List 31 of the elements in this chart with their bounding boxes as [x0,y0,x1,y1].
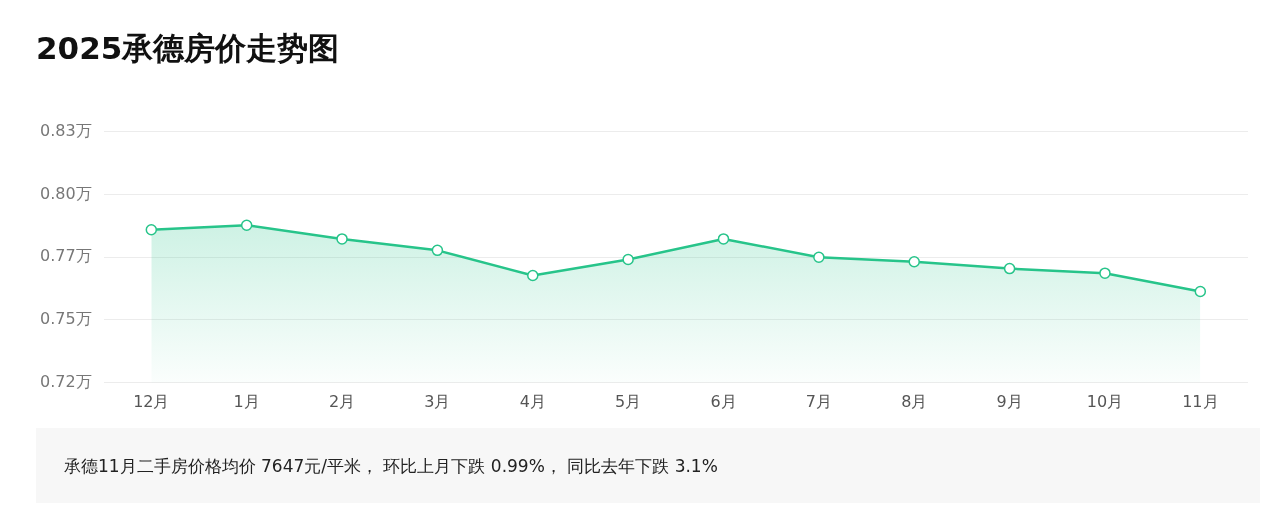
y-tick-label: 0.80万 [40,183,92,203]
x-tick-label: 8月 [901,391,928,411]
y-tick-label: 0.75万 [40,309,92,329]
point [336,233,348,245]
point [908,256,920,268]
chart-title: 2025承德房价走势图 [36,29,340,68]
x-tick-label: 9月 [996,391,1023,411]
text: 承德11月二手房价格均价 7647元/平米， 环比上月下跌 0.99%， 同比去年下跌 3.1% [36,428,1260,503]
y-tick-label: 0.83万 [40,120,92,140]
x-tick-label: 2月 [328,391,356,411]
point [622,253,634,266]
x-tick-label: 3月 [424,391,451,411]
x-tick-label: 5月 [615,391,642,411]
y-tick-label: 0.77万 [40,246,92,266]
point [1194,285,1207,298]
point [1099,267,1111,279]
x-tick-label: 1月 [233,391,260,411]
x-tick-label: 10月 [1086,391,1124,411]
x-tick-label: 6月 [710,391,737,411]
y-tick-label: 0.72万 [40,371,92,391]
point [240,219,253,231]
point [527,269,539,282]
x-tick-label: 7月 [805,391,832,411]
point [813,251,825,263]
point [431,244,444,257]
x-tick-label: 4月 [519,391,546,411]
point [1003,262,1016,275]
point [145,224,158,236]
point [717,233,730,245]
x-tick-label: 12月 [133,391,170,411]
x-tick-label: 11月 [1182,391,1219,411]
